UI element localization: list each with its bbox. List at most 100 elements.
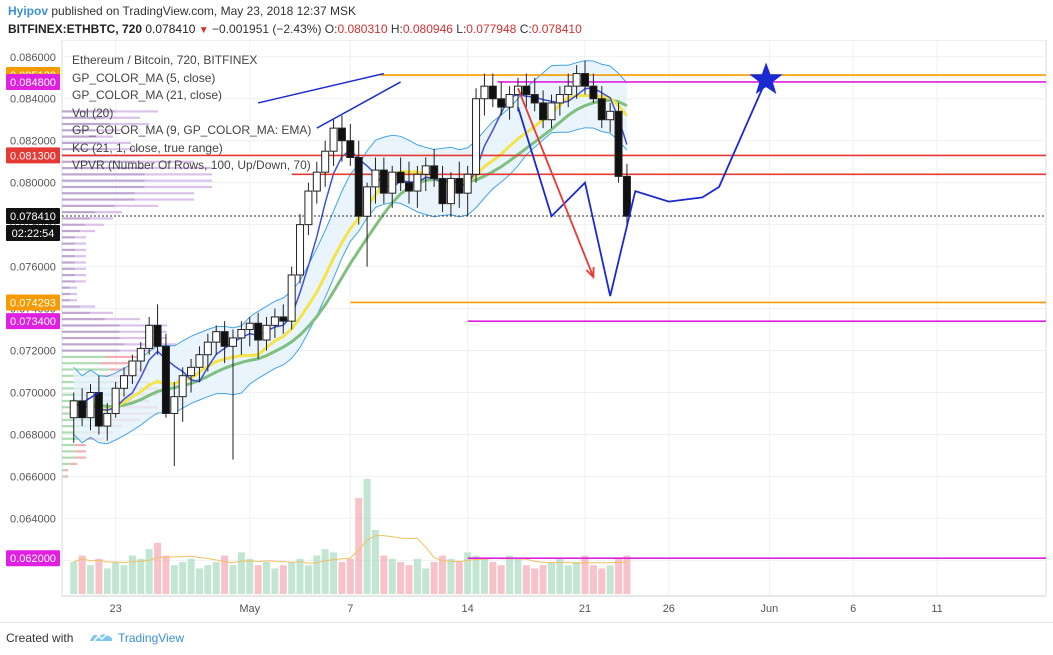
x-tick-label: Jun xyxy=(761,603,779,615)
vpvr-row-down xyxy=(134,192,194,195)
candle-up xyxy=(136,347,145,362)
x-tick-label: 11 xyxy=(931,603,942,615)
vpvr-row-down xyxy=(75,242,86,245)
volume-bar xyxy=(472,555,480,594)
volume-bar xyxy=(573,562,581,594)
trend-line xyxy=(316,81,401,129)
candle-up xyxy=(446,177,455,205)
candle-up xyxy=(505,94,514,108)
volume-bar xyxy=(70,562,78,594)
candle-down xyxy=(455,177,464,194)
vpvr-row-down xyxy=(99,141,131,145)
volume-bar xyxy=(179,562,187,594)
vpvr-row-up xyxy=(62,185,145,189)
price-label-text: 0.084800 xyxy=(10,77,56,89)
vpvr-row-down xyxy=(85,223,104,226)
x-tick-label: 7 xyxy=(347,603,353,615)
vpvr-row-up xyxy=(62,242,76,245)
volume-bar xyxy=(615,558,623,594)
legend-vpvr: VPVR (Number Of Rows, 100, Up/Down, 70) xyxy=(72,158,311,172)
candle-down xyxy=(220,331,229,347)
volume-bar xyxy=(137,558,145,594)
vpvr-row-down xyxy=(65,475,68,478)
volume-bar xyxy=(170,565,178,594)
vpvr-row-down xyxy=(104,116,140,119)
y-tick-label: 0.070000 xyxy=(10,387,56,399)
vpvr-row-down xyxy=(75,255,86,258)
legend-ema: GP_COLOR_MA (9, GP_COLOR_MA: EMA) xyxy=(72,123,311,137)
legend-ma21: GP_COLOR_MA (21, close) xyxy=(72,88,222,102)
volume-bar xyxy=(162,555,170,594)
volume-bar xyxy=(355,498,363,594)
volume-bar xyxy=(187,558,195,594)
volume-bar xyxy=(464,552,472,594)
legend-ma5: GP_COLOR_MA (5, close) xyxy=(72,71,215,85)
vpvr-row-down xyxy=(95,129,122,132)
vpvr-row-down xyxy=(75,261,86,264)
x-tick-label: 21 xyxy=(579,603,591,615)
volume-bar xyxy=(581,555,589,594)
candle-up xyxy=(463,173,472,194)
trend-line xyxy=(257,72,385,104)
tradingview-logo-icon[interactable] xyxy=(88,629,114,645)
symbol-line: BITFINEX:ETHBTC, 720 0.078410 ▼ −0.00195… xyxy=(8,22,582,36)
volume-bar xyxy=(221,555,229,594)
volume-bar xyxy=(363,478,371,594)
candle-up xyxy=(321,150,330,173)
candle-up xyxy=(363,186,372,217)
candle-up xyxy=(547,102,556,121)
volume-bar xyxy=(598,568,606,594)
candle-up xyxy=(69,400,78,419)
candle-down xyxy=(337,127,346,142)
tradingview-link[interactable]: TradingView xyxy=(118,631,185,645)
volume-bar xyxy=(514,558,522,594)
volume-bar xyxy=(447,558,455,594)
volume-ma-line xyxy=(73,535,627,564)
candle-down xyxy=(153,324,162,347)
volume-bar xyxy=(246,558,254,594)
vpvr-row-down xyxy=(144,173,212,176)
volume-bar xyxy=(112,562,120,594)
vpvr-row-up xyxy=(62,267,76,270)
price-label-text: 02:22:54 xyxy=(12,228,55,240)
vpvr-row-up xyxy=(62,236,76,239)
volume-bar xyxy=(564,565,572,594)
volume-bar xyxy=(506,555,514,594)
vpvr-row-up xyxy=(62,261,76,264)
candle-down xyxy=(396,171,405,184)
author-link[interactable]: Hyipov xyxy=(8,4,49,18)
candles xyxy=(69,60,631,466)
candle-up xyxy=(270,316,279,326)
candlestick-chart[interactable]: Ethereum / Bitcoin, 720, BITFINEX GP_COL… xyxy=(0,40,1053,622)
last-price: 0.078410 xyxy=(145,22,196,36)
volume-bar xyxy=(78,555,86,594)
candle-up xyxy=(120,375,129,389)
vpvr-row-down xyxy=(109,122,149,126)
volume-bar xyxy=(304,565,312,594)
volume-bar xyxy=(413,558,421,594)
vpvr-row-up xyxy=(62,324,120,327)
x-tick-label: 6 xyxy=(850,603,856,615)
y-tick-label: 0.082000 xyxy=(10,136,56,148)
candle-down xyxy=(539,102,548,121)
open-label: O: xyxy=(324,22,338,36)
x-axis: 23 May 7 14 21 26 Jun 6 11 xyxy=(62,595,1046,615)
candle-up xyxy=(245,322,254,331)
vpvr-row-down xyxy=(65,469,68,472)
candle-up xyxy=(103,412,112,427)
low-value: 0.077948 xyxy=(466,22,517,36)
volume-bar xyxy=(212,562,220,594)
chart-legend: Ethereum / Bitcoin, 720, BITFINEX GP_COL… xyxy=(72,53,311,172)
candle-down xyxy=(78,400,87,419)
vpvr-row-up xyxy=(62,469,66,472)
y-tick-label: 0.066000 xyxy=(10,471,56,483)
kc-band-fill xyxy=(73,60,627,444)
high-value: 0.080946 xyxy=(402,22,453,36)
publish-line: Hyipov published on TradingView.com, May… xyxy=(8,4,356,18)
vpvr-row-down xyxy=(134,198,194,201)
vpvr-row-up xyxy=(62,179,145,182)
candle-down xyxy=(279,316,288,322)
candle-up xyxy=(187,366,196,377)
volume-bar xyxy=(271,568,279,594)
vpvr-row-down xyxy=(70,462,77,466)
